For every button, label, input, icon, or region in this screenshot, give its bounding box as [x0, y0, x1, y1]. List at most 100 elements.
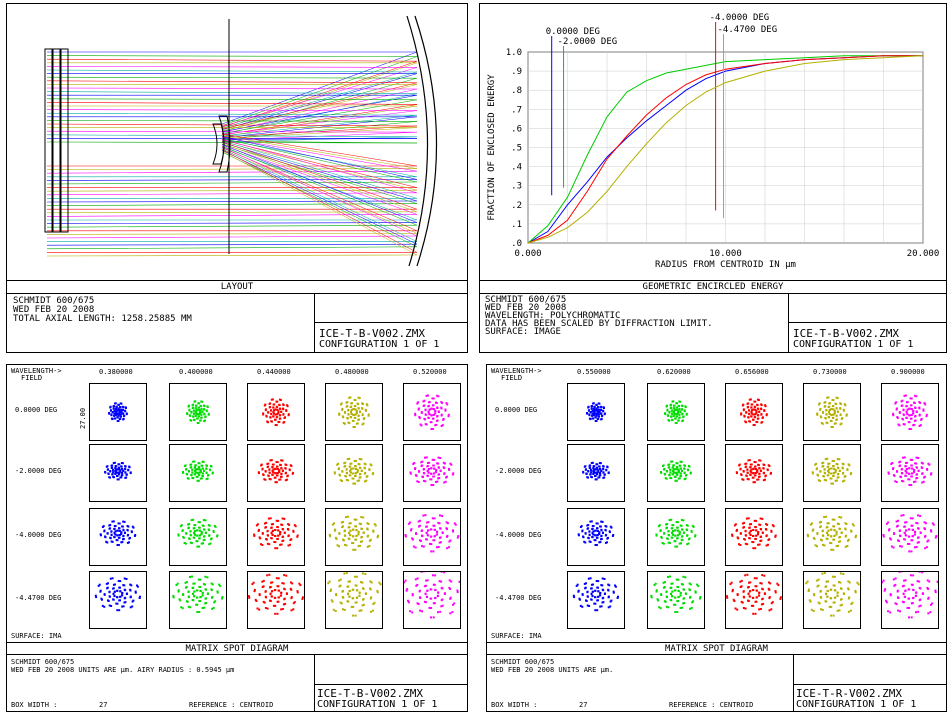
spot-point — [349, 580, 351, 583]
spot-point — [424, 584, 427, 587]
spot-point — [903, 538, 906, 541]
spot-point — [286, 405, 289, 408]
ray — [46, 120, 418, 122]
spot-point — [826, 531, 829, 534]
spot-point — [678, 531, 681, 534]
spot-point — [756, 414, 759, 417]
ray — [46, 246, 418, 250]
spot-point — [116, 416, 119, 419]
spot-point — [431, 458, 434, 461]
ray — [221, 151, 418, 248]
spot-point — [748, 581, 750, 584]
spot-point — [918, 580, 921, 583]
spot-point — [833, 535, 836, 537]
layout-info-line-1: SCHMIDT 600/675 — [13, 296, 95, 306]
spot-point — [655, 534, 658, 537]
spot-point — [734, 607, 737, 610]
spot-point — [588, 530, 591, 533]
spot-point — [749, 473, 752, 476]
spot-point — [589, 411, 592, 413]
spot-point — [184, 542, 187, 545]
spot-point — [109, 470, 112, 472]
spot-caption: MATRIX SPOT DIAGRAM — [185, 644, 289, 654]
spot-point — [832, 548, 835, 551]
spot-cell — [725, 383, 783, 441]
spot-point — [118, 471, 121, 474]
spot-point — [670, 536, 673, 539]
spot-point — [844, 522, 847, 525]
spot-point — [601, 601, 604, 604]
spot-point — [273, 403, 276, 406]
spot-point — [830, 588, 833, 591]
spot-point — [829, 419, 832, 422]
spot-point — [414, 578, 417, 581]
layout-panel: LAYOUT SCHMIDT 600/675 WED FEB 20 2008 T… — [6, 3, 468, 353]
spot-point — [733, 524, 736, 527]
spot-point — [253, 590, 256, 593]
spot-point — [825, 408, 828, 411]
spot-point — [113, 536, 116, 538]
surface-label: SURFACE: IMA — [11, 632, 62, 640]
spot-point — [833, 584, 836, 587]
spot-point — [368, 545, 371, 547]
spot-point — [601, 597, 604, 600]
series-line — [527, 55, 923, 244]
spot-point — [832, 472, 835, 475]
spot-point — [114, 402, 117, 405]
spot-point — [924, 522, 927, 525]
spot-point — [122, 415, 125, 418]
spot-point — [281, 517, 284, 520]
spot-point — [437, 411, 440, 413]
spot-cell — [647, 508, 705, 566]
spot-point — [674, 408, 677, 411]
spot-pattern — [328, 515, 379, 551]
spot-point — [923, 476, 926, 479]
spot-point — [449, 612, 452, 615]
spot-point — [193, 533, 196, 536]
ray — [221, 138, 418, 194]
ray — [46, 224, 418, 228]
spot-point — [191, 599, 194, 601]
ray — [221, 137, 418, 172]
spot-point — [433, 472, 435, 475]
spot-point — [680, 542, 682, 545]
spot-point — [203, 408, 206, 411]
spot-point — [934, 536, 937, 539]
spot-point — [678, 533, 681, 536]
spot-point — [122, 409, 124, 412]
spot-point — [429, 421, 432, 424]
spot-point — [899, 529, 901, 532]
spot-point — [203, 606, 206, 609]
spot-point — [668, 473, 671, 476]
spot-point — [676, 462, 679, 465]
spot-point — [838, 536, 841, 539]
spot-point — [680, 460, 683, 463]
spot-point — [754, 400, 757, 403]
spot-point — [349, 465, 352, 468]
spot-pattern — [805, 572, 860, 617]
spot-point — [276, 465, 279, 468]
spot-point — [920, 461, 923, 464]
spot-point — [266, 529, 269, 532]
spot-point — [671, 595, 673, 598]
spot-point — [119, 470, 122, 473]
spot-point — [263, 522, 266, 525]
spot-point — [811, 522, 813, 525]
spot-point — [593, 407, 596, 410]
spot-point — [889, 594, 892, 597]
spot-pattern — [414, 394, 450, 430]
spot-point — [120, 411, 123, 413]
spot-point — [884, 588, 887, 591]
spot-point — [830, 413, 833, 416]
spot-point — [758, 411, 761, 413]
spot-point — [672, 414, 675, 417]
spot-point — [572, 594, 575, 597]
spot-point — [833, 596, 836, 599]
spot-point — [362, 598, 364, 601]
energy-info-line-2: WED FEB 20 2008 — [485, 303, 567, 313]
spot-point — [762, 479, 765, 482]
spot-point — [903, 595, 906, 598]
spot-point — [172, 594, 175, 597]
spot-point — [120, 465, 123, 468]
spot-point — [918, 425, 921, 427]
